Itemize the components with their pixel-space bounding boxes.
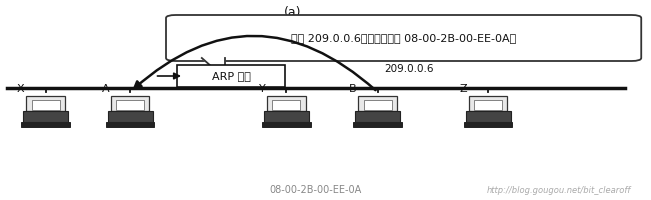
Text: 209.0.0.6: 209.0.0.6 (384, 64, 434, 74)
Polygon shape (202, 58, 225, 78)
FancyBboxPatch shape (464, 122, 512, 127)
Text: Z: Z (460, 84, 467, 94)
FancyBboxPatch shape (363, 100, 392, 110)
Text: A: A (102, 84, 109, 94)
FancyBboxPatch shape (27, 96, 65, 111)
FancyBboxPatch shape (106, 122, 154, 127)
FancyBboxPatch shape (267, 96, 306, 111)
FancyBboxPatch shape (108, 111, 152, 122)
FancyBboxPatch shape (474, 100, 503, 110)
Text: ARP 响应: ARP 响应 (212, 71, 251, 81)
FancyBboxPatch shape (469, 96, 508, 111)
Text: 08-00-2B-00-EE-0A: 08-00-2B-00-EE-0A (270, 185, 362, 195)
FancyBboxPatch shape (166, 15, 641, 61)
Text: 我是 209.0.0.6，硬件地址是 08-00-2B-00-EE-0A。: 我是 209.0.0.6，硬件地址是 08-00-2B-00-EE-0A。 (291, 33, 516, 43)
FancyBboxPatch shape (466, 111, 510, 122)
FancyBboxPatch shape (358, 96, 396, 111)
FancyBboxPatch shape (177, 65, 285, 87)
FancyBboxPatch shape (353, 122, 402, 127)
Text: B: B (349, 84, 357, 94)
Text: (a): (a) (284, 6, 301, 19)
FancyBboxPatch shape (355, 111, 400, 122)
FancyBboxPatch shape (117, 100, 145, 110)
FancyBboxPatch shape (272, 100, 300, 110)
FancyBboxPatch shape (264, 111, 309, 122)
FancyBboxPatch shape (23, 111, 68, 122)
Text: http://blog.gougou.net/bit_clearoff: http://blog.gougou.net/bit_clearoff (487, 186, 631, 195)
FancyBboxPatch shape (111, 96, 150, 111)
Text: Y: Y (258, 84, 266, 94)
FancyBboxPatch shape (21, 122, 70, 127)
FancyBboxPatch shape (262, 122, 311, 127)
FancyBboxPatch shape (32, 100, 60, 110)
Text: X: X (17, 84, 25, 94)
